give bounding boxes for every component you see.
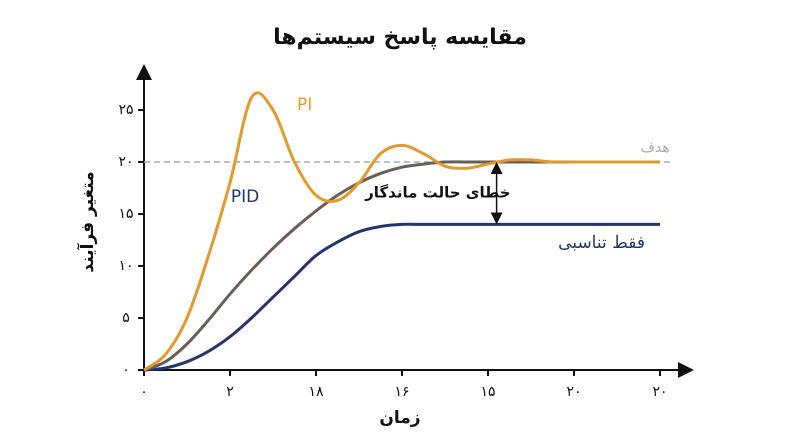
x-tick-label: ۱۵: [480, 384, 495, 400]
x-tick-label: ۲۰: [652, 384, 667, 400]
y-tick-label: ۵: [122, 310, 130, 326]
annotation-text: خطای حالت ماندگار: [364, 184, 510, 202]
series-label: PI: [297, 95, 312, 115]
chart-title: مقایسه پاسخ سیستم‌ها: [273, 25, 527, 50]
y-axis-label: متغیر فرآیند: [76, 171, 98, 272]
x-tick-label: ۲: [226, 384, 234, 400]
x-tick-label: ۰: [140, 384, 148, 400]
x-tick-label: ۲۰: [566, 384, 581, 400]
series-label: فقط تناسبی: [558, 233, 645, 253]
y-tick-label: ۱۰: [118, 258, 133, 274]
x-tick-label: ۱۶: [394, 384, 409, 400]
y-tick-label: ۱۵: [118, 206, 133, 222]
target-label: هدف: [640, 140, 669, 156]
y-tick-label: ۲۵: [118, 102, 133, 118]
x-tick-label: ۱۸: [308, 384, 324, 400]
series-line: [143, 222, 660, 372]
x-axis-label: زمان: [379, 408, 420, 428]
y-tick-label: ۰: [122, 362, 130, 378]
series-line: [143, 91, 660, 372]
series-label: PID: [231, 187, 259, 207]
y-tick-label: ۲۰: [118, 154, 133, 170]
